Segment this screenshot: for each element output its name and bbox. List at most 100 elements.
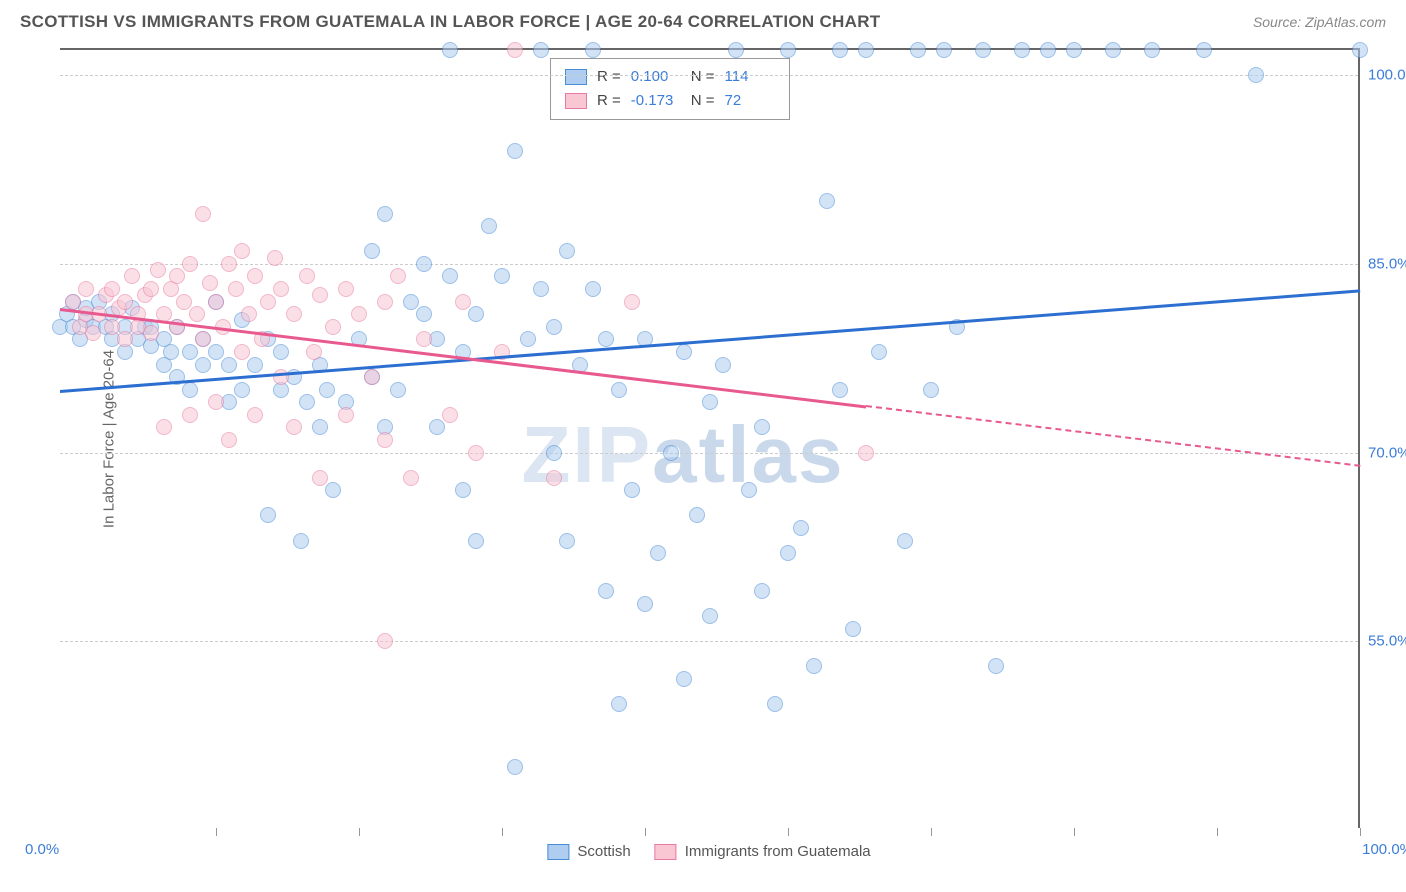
data-point xyxy=(403,294,419,310)
data-point xyxy=(624,482,640,498)
data-point xyxy=(156,419,172,435)
data-point xyxy=(377,206,393,222)
data-point xyxy=(416,306,432,322)
data-point xyxy=(845,621,861,637)
data-point xyxy=(85,325,101,341)
data-point xyxy=(208,394,224,410)
data-point xyxy=(1066,42,1082,58)
data-point xyxy=(442,42,458,58)
y-tick-label: 85.0% xyxy=(1368,255,1406,272)
data-point xyxy=(390,268,406,284)
stat-r-scottish: 0.100 xyxy=(631,65,681,89)
chart-source: Source: ZipAtlas.com xyxy=(1253,14,1386,30)
data-point xyxy=(546,319,562,335)
data-point xyxy=(715,357,731,373)
gridline xyxy=(60,264,1358,265)
data-point xyxy=(182,344,198,360)
data-point xyxy=(585,281,601,297)
gridline xyxy=(60,453,1358,454)
data-point xyxy=(468,306,484,322)
data-point xyxy=(520,331,536,347)
chart-header: SCOTTISH VS IMMIGRANTS FROM GUATEMALA IN… xyxy=(0,0,1406,40)
gridline xyxy=(60,75,1358,76)
data-point xyxy=(364,243,380,259)
y-axis-label: In Labor Force | Age 20-64 xyxy=(101,350,118,528)
stat-n-label-2: N = xyxy=(691,89,715,113)
data-point xyxy=(143,281,159,297)
data-point xyxy=(559,533,575,549)
chart-title: SCOTTISH VS IMMIGRANTS FROM GUATEMALA IN… xyxy=(20,12,880,32)
data-point xyxy=(182,382,198,398)
data-point xyxy=(1196,42,1212,58)
data-point xyxy=(910,42,926,58)
data-point xyxy=(858,42,874,58)
data-point xyxy=(228,281,244,297)
data-point xyxy=(559,243,575,259)
data-point xyxy=(195,331,211,347)
data-point xyxy=(975,42,991,58)
data-point xyxy=(299,394,315,410)
x-tick xyxy=(502,828,503,836)
stat-r-guatemala: -0.173 xyxy=(631,89,681,113)
legend-item-scottish: Scottish xyxy=(547,843,630,860)
data-point xyxy=(468,533,484,549)
data-point xyxy=(754,419,770,435)
data-point xyxy=(494,268,510,284)
legend-label-scottish: Scottish xyxy=(577,843,630,860)
data-point xyxy=(306,344,322,360)
data-point xyxy=(247,268,263,284)
x-axis-max-label: 100.0% xyxy=(1362,841,1406,858)
data-point xyxy=(624,294,640,310)
data-point xyxy=(793,520,809,536)
data-point xyxy=(1040,42,1056,58)
data-point xyxy=(546,470,562,486)
data-point xyxy=(780,42,796,58)
legend-swatch-pink-icon xyxy=(655,844,677,860)
data-point xyxy=(507,42,523,58)
data-point xyxy=(195,357,211,373)
data-point xyxy=(871,344,887,360)
x-tick xyxy=(931,828,932,836)
data-point xyxy=(429,419,445,435)
data-point xyxy=(455,294,471,310)
plot-area: ZIPatlas In Labor Force | Age 20-64 R = … xyxy=(60,48,1360,828)
x-tick xyxy=(1217,828,1218,836)
x-axis-min-label: 0.0% xyxy=(25,841,59,858)
data-point xyxy=(832,42,848,58)
stat-r-label-2: R = xyxy=(597,89,621,113)
data-point xyxy=(702,394,718,410)
data-point xyxy=(468,445,484,461)
data-point xyxy=(273,281,289,297)
data-point xyxy=(377,633,393,649)
data-point xyxy=(286,306,302,322)
data-point xyxy=(195,206,211,222)
data-point xyxy=(377,294,393,310)
y-tick-label: 100.0% xyxy=(1368,67,1406,84)
data-point xyxy=(806,658,822,674)
data-point xyxy=(598,331,614,347)
data-point xyxy=(65,294,81,310)
data-point xyxy=(507,759,523,775)
data-point xyxy=(319,382,335,398)
data-point xyxy=(832,382,848,398)
data-point xyxy=(202,275,218,291)
data-point xyxy=(260,294,276,310)
data-point xyxy=(1352,42,1368,58)
data-point xyxy=(481,218,497,234)
legend-label-guatemala: Immigrants from Guatemala xyxy=(685,843,871,860)
stats-row-scottish: R = 0.100 N = 114 xyxy=(565,65,775,89)
data-point xyxy=(1144,42,1160,58)
data-point xyxy=(117,294,133,310)
data-point xyxy=(182,256,198,272)
data-point xyxy=(1105,42,1121,58)
data-point xyxy=(533,281,549,297)
data-point xyxy=(546,445,562,461)
data-point xyxy=(858,445,874,461)
data-point xyxy=(247,407,263,423)
data-point xyxy=(936,42,952,58)
x-tick xyxy=(216,828,217,836)
data-point xyxy=(663,445,679,461)
gridline xyxy=(60,641,1358,642)
data-point xyxy=(585,42,601,58)
data-point xyxy=(676,344,692,360)
